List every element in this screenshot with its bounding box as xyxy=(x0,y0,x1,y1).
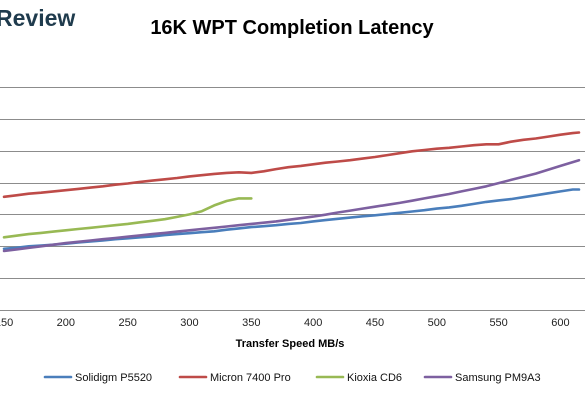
x-tick-label: 300 xyxy=(180,317,198,329)
x-axis-label: Transfer Speed MB/s xyxy=(236,338,345,350)
gridlines xyxy=(0,87,585,311)
legend-label-kioxia-cd6: Kioxia CD6 xyxy=(347,372,402,384)
series-line-kioxia-cd6 xyxy=(2,197,253,239)
x-tick-label: 500 xyxy=(428,317,446,329)
legend-label-micron-7400-pro: Micron 7400 Pro xyxy=(210,372,291,384)
brand-logo-text: Review xyxy=(0,5,75,31)
chart-title: 16K WPT Completion Latency xyxy=(150,17,434,39)
legend: Solidigm P5520 Micron 7400 Pro Kioxia CD6 S… xyxy=(43,372,541,384)
legend-label-samsung-pm9a3: Samsung PM9A3 xyxy=(455,372,541,384)
x-tick-label: 250 xyxy=(118,317,136,329)
x-tick-label: 550 xyxy=(489,317,507,329)
x-tick-label: 200 xyxy=(57,317,75,329)
x-tick-label: 400 xyxy=(304,317,322,329)
series-line-micron-7400-pro xyxy=(2,131,581,199)
series-lines xyxy=(2,131,581,253)
x-tick-label: 600 xyxy=(551,317,569,329)
x-tick-label: 450 xyxy=(366,317,384,329)
series-line-samsung-pm9a3 xyxy=(2,158,581,253)
x-tick-label: 350 xyxy=(242,317,260,329)
x-axis-ticks: 150 200 250 300 350 400 450 500 550 600 xyxy=(0,317,570,329)
x-tick-label: 150 xyxy=(0,317,13,329)
plot-area: 150 200 250 300 350 400 450 500 550 600 xyxy=(0,87,585,329)
legend-label-solidigm-p5520: Solidigm P5520 xyxy=(75,372,152,384)
